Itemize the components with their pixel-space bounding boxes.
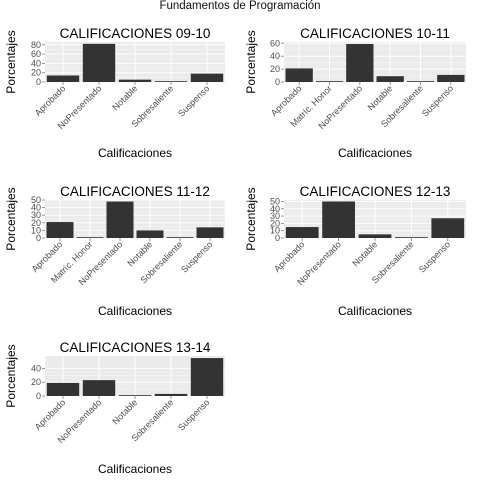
y-axis-title: Porcentajes (4, 344, 18, 407)
x-tick-label: Suspenso (420, 83, 455, 118)
bar-sobresaliente (395, 237, 428, 238)
bar-matr-c-honor (76, 237, 104, 238)
x-tick-label: Aprobado (33, 83, 68, 118)
y-tick-label: 20 (270, 218, 280, 228)
y-tick-label: 0 (275, 233, 280, 243)
y-tick-label: 20 (31, 68, 41, 78)
x-tick-label: Notable (366, 83, 395, 112)
y-tick-label: 60 (270, 38, 280, 48)
x-tick-label: Aprobado (272, 239, 307, 274)
bar-notable (358, 234, 392, 238)
x-tick-label: Notable (110, 397, 139, 426)
y-tick-label: 0 (275, 77, 280, 87)
x-tick-label: Aprobado (33, 397, 68, 432)
y-axis-title: Porcentajes (244, 187, 258, 250)
x-axis-title: Calificaciones (98, 146, 172, 160)
bar-nopresentado (322, 201, 355, 238)
x-tick-label: Notable (350, 239, 379, 268)
bar-nopresentado (106, 201, 134, 238)
bar-notable (376, 76, 404, 82)
figure-title: Fundamentos de Programación (159, 0, 321, 12)
y-tick-label: 30 (270, 211, 280, 221)
y-axis-title: Porcentajes (4, 187, 18, 250)
y-axis-title: Porcentajes (4, 30, 18, 93)
x-axis-title: Calificaciones (338, 146, 412, 160)
bar-notable (118, 395, 152, 396)
x-axis-title: Calificaciones (98, 304, 172, 318)
chart-title: CALIFICACIONES 13-14 (60, 340, 211, 355)
y-tick-label: 20 (31, 377, 41, 387)
y-tick-label: 30 (31, 210, 41, 220)
bar-aprobado (285, 227, 319, 238)
chart-title: CALIFICACIONES 11-12 (60, 184, 210, 199)
bar-suspenso (190, 73, 224, 82)
y-tick-label: 40 (31, 58, 41, 68)
x-tick-label: Notable (110, 83, 139, 112)
y-tick-label: 0 (36, 233, 41, 243)
y-tick-label: 0 (36, 77, 41, 87)
y-tick-label: 20 (270, 64, 280, 74)
bar-matr-c-honor (315, 81, 344, 82)
bar-sobresaliente (154, 81, 188, 82)
bar-aprobado (46, 222, 74, 238)
bar-aprobado (285, 68, 313, 82)
bar-aprobado (46, 75, 80, 82)
chart-title: CALIFICACIONES 12-13 (300, 184, 451, 199)
y-tick-label: 40 (31, 363, 41, 373)
y-tick-label: 50 (31, 195, 41, 205)
bar-aprobado (46, 382, 80, 396)
bar-suspenso (196, 227, 224, 238)
bar-notable (118, 79, 152, 82)
bar-nopresentado (346, 43, 374, 82)
y-tick-label: 20 (31, 218, 41, 228)
x-tick-label: Suspenso (417, 239, 452, 274)
chart-title: CALIFICACIONES 09-10 (60, 26, 211, 41)
y-axis-title: Porcentajes (244, 30, 258, 93)
bar-suspenso (190, 358, 224, 396)
bar-notable (136, 230, 164, 238)
chart-title: CALIFICACIONES 10-11 (300, 26, 450, 41)
bar-suspenso (437, 74, 465, 82)
y-tick-label: 50 (270, 196, 280, 206)
bar-sobresaliente (406, 81, 435, 82)
bar-nopresentado (82, 43, 116, 82)
y-tick-label: 40 (270, 51, 280, 61)
bar-sobresaliente (154, 393, 188, 396)
y-tick-label: 40 (270, 204, 280, 214)
x-axis-title: Calificaciones (98, 462, 172, 476)
y-tick-label: 40 (31, 203, 41, 213)
x-axis-title: Calificaciones (338, 304, 412, 318)
y-tick-label: 80 (31, 40, 41, 50)
x-tick-label: Suspenso (176, 83, 211, 118)
y-tick-label: 10 (270, 226, 280, 236)
y-tick-label: 10 (31, 225, 41, 235)
x-tick-label: Suspenso (176, 397, 211, 432)
bar-suspenso (431, 218, 465, 238)
x-tick-label: Suspenso (179, 239, 214, 274)
x-tick-label: Notable (125, 239, 154, 268)
bar-nopresentado (82, 380, 116, 396)
y-tick-label: 60 (31, 49, 41, 59)
bar-sobresaliente (166, 237, 194, 238)
y-tick-label: 0 (36, 391, 41, 401)
